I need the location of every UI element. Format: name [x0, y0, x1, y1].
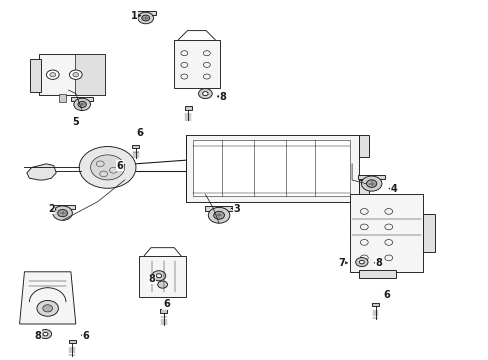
Circle shape	[74, 98, 90, 111]
Bar	[39, 54, 105, 95]
Circle shape	[58, 210, 67, 217]
Circle shape	[355, 257, 367, 267]
Circle shape	[213, 211, 224, 219]
Bar	[359, 270, 395, 278]
Bar	[132, 144, 139, 148]
Bar	[30, 59, 41, 92]
Bar	[69, 340, 76, 343]
Text: 4: 4	[389, 184, 396, 194]
Text: 8: 8	[219, 92, 225, 102]
Bar	[204, 206, 233, 211]
Text: 1: 1	[131, 11, 138, 21]
Circle shape	[361, 176, 381, 191]
Circle shape	[53, 206, 72, 220]
Circle shape	[69, 70, 82, 79]
Circle shape	[138, 12, 153, 24]
Text: 8: 8	[375, 258, 382, 268]
Text: 6: 6	[82, 330, 89, 341]
Bar	[185, 135, 359, 202]
Circle shape	[208, 207, 229, 223]
Text: 6: 6	[116, 161, 123, 171]
Circle shape	[39, 329, 52, 339]
Circle shape	[50, 72, 56, 77]
Bar	[59, 94, 66, 102]
Circle shape	[157, 281, 167, 288]
Text: 5: 5	[72, 117, 79, 127]
Bar	[139, 256, 185, 297]
Circle shape	[142, 15, 149, 21]
Circle shape	[73, 72, 79, 77]
Text: 6: 6	[382, 290, 389, 300]
Text: 7: 7	[337, 258, 344, 268]
Polygon shape	[20, 272, 76, 324]
Circle shape	[90, 155, 124, 180]
Circle shape	[152, 271, 165, 281]
Circle shape	[37, 300, 59, 316]
Circle shape	[43, 332, 48, 336]
Circle shape	[79, 147, 136, 188]
Bar	[349, 194, 422, 272]
Text: 8: 8	[148, 274, 155, 284]
Circle shape	[366, 180, 376, 187]
Polygon shape	[27, 164, 56, 180]
Circle shape	[46, 70, 59, 79]
Text: 3: 3	[233, 204, 240, 214]
Bar	[135, 12, 156, 15]
Text: 6: 6	[163, 299, 169, 309]
Circle shape	[359, 260, 364, 264]
Text: 6: 6	[136, 128, 142, 138]
Bar	[422, 214, 434, 252]
Circle shape	[156, 274, 161, 278]
Text: 8: 8	[35, 330, 41, 341]
Polygon shape	[359, 135, 368, 157]
Bar	[358, 175, 384, 179]
Polygon shape	[359, 180, 368, 202]
Circle shape	[202, 91, 208, 96]
Bar	[173, 40, 220, 88]
Bar	[193, 140, 349, 196]
Circle shape	[43, 305, 53, 312]
Bar	[71, 97, 93, 101]
Bar	[50, 205, 75, 209]
Bar	[75, 54, 105, 95]
Text: 2: 2	[48, 204, 55, 214]
Circle shape	[198, 89, 212, 99]
Bar	[184, 107, 191, 110]
Circle shape	[78, 102, 86, 107]
Bar	[371, 303, 378, 306]
Bar	[160, 309, 167, 313]
